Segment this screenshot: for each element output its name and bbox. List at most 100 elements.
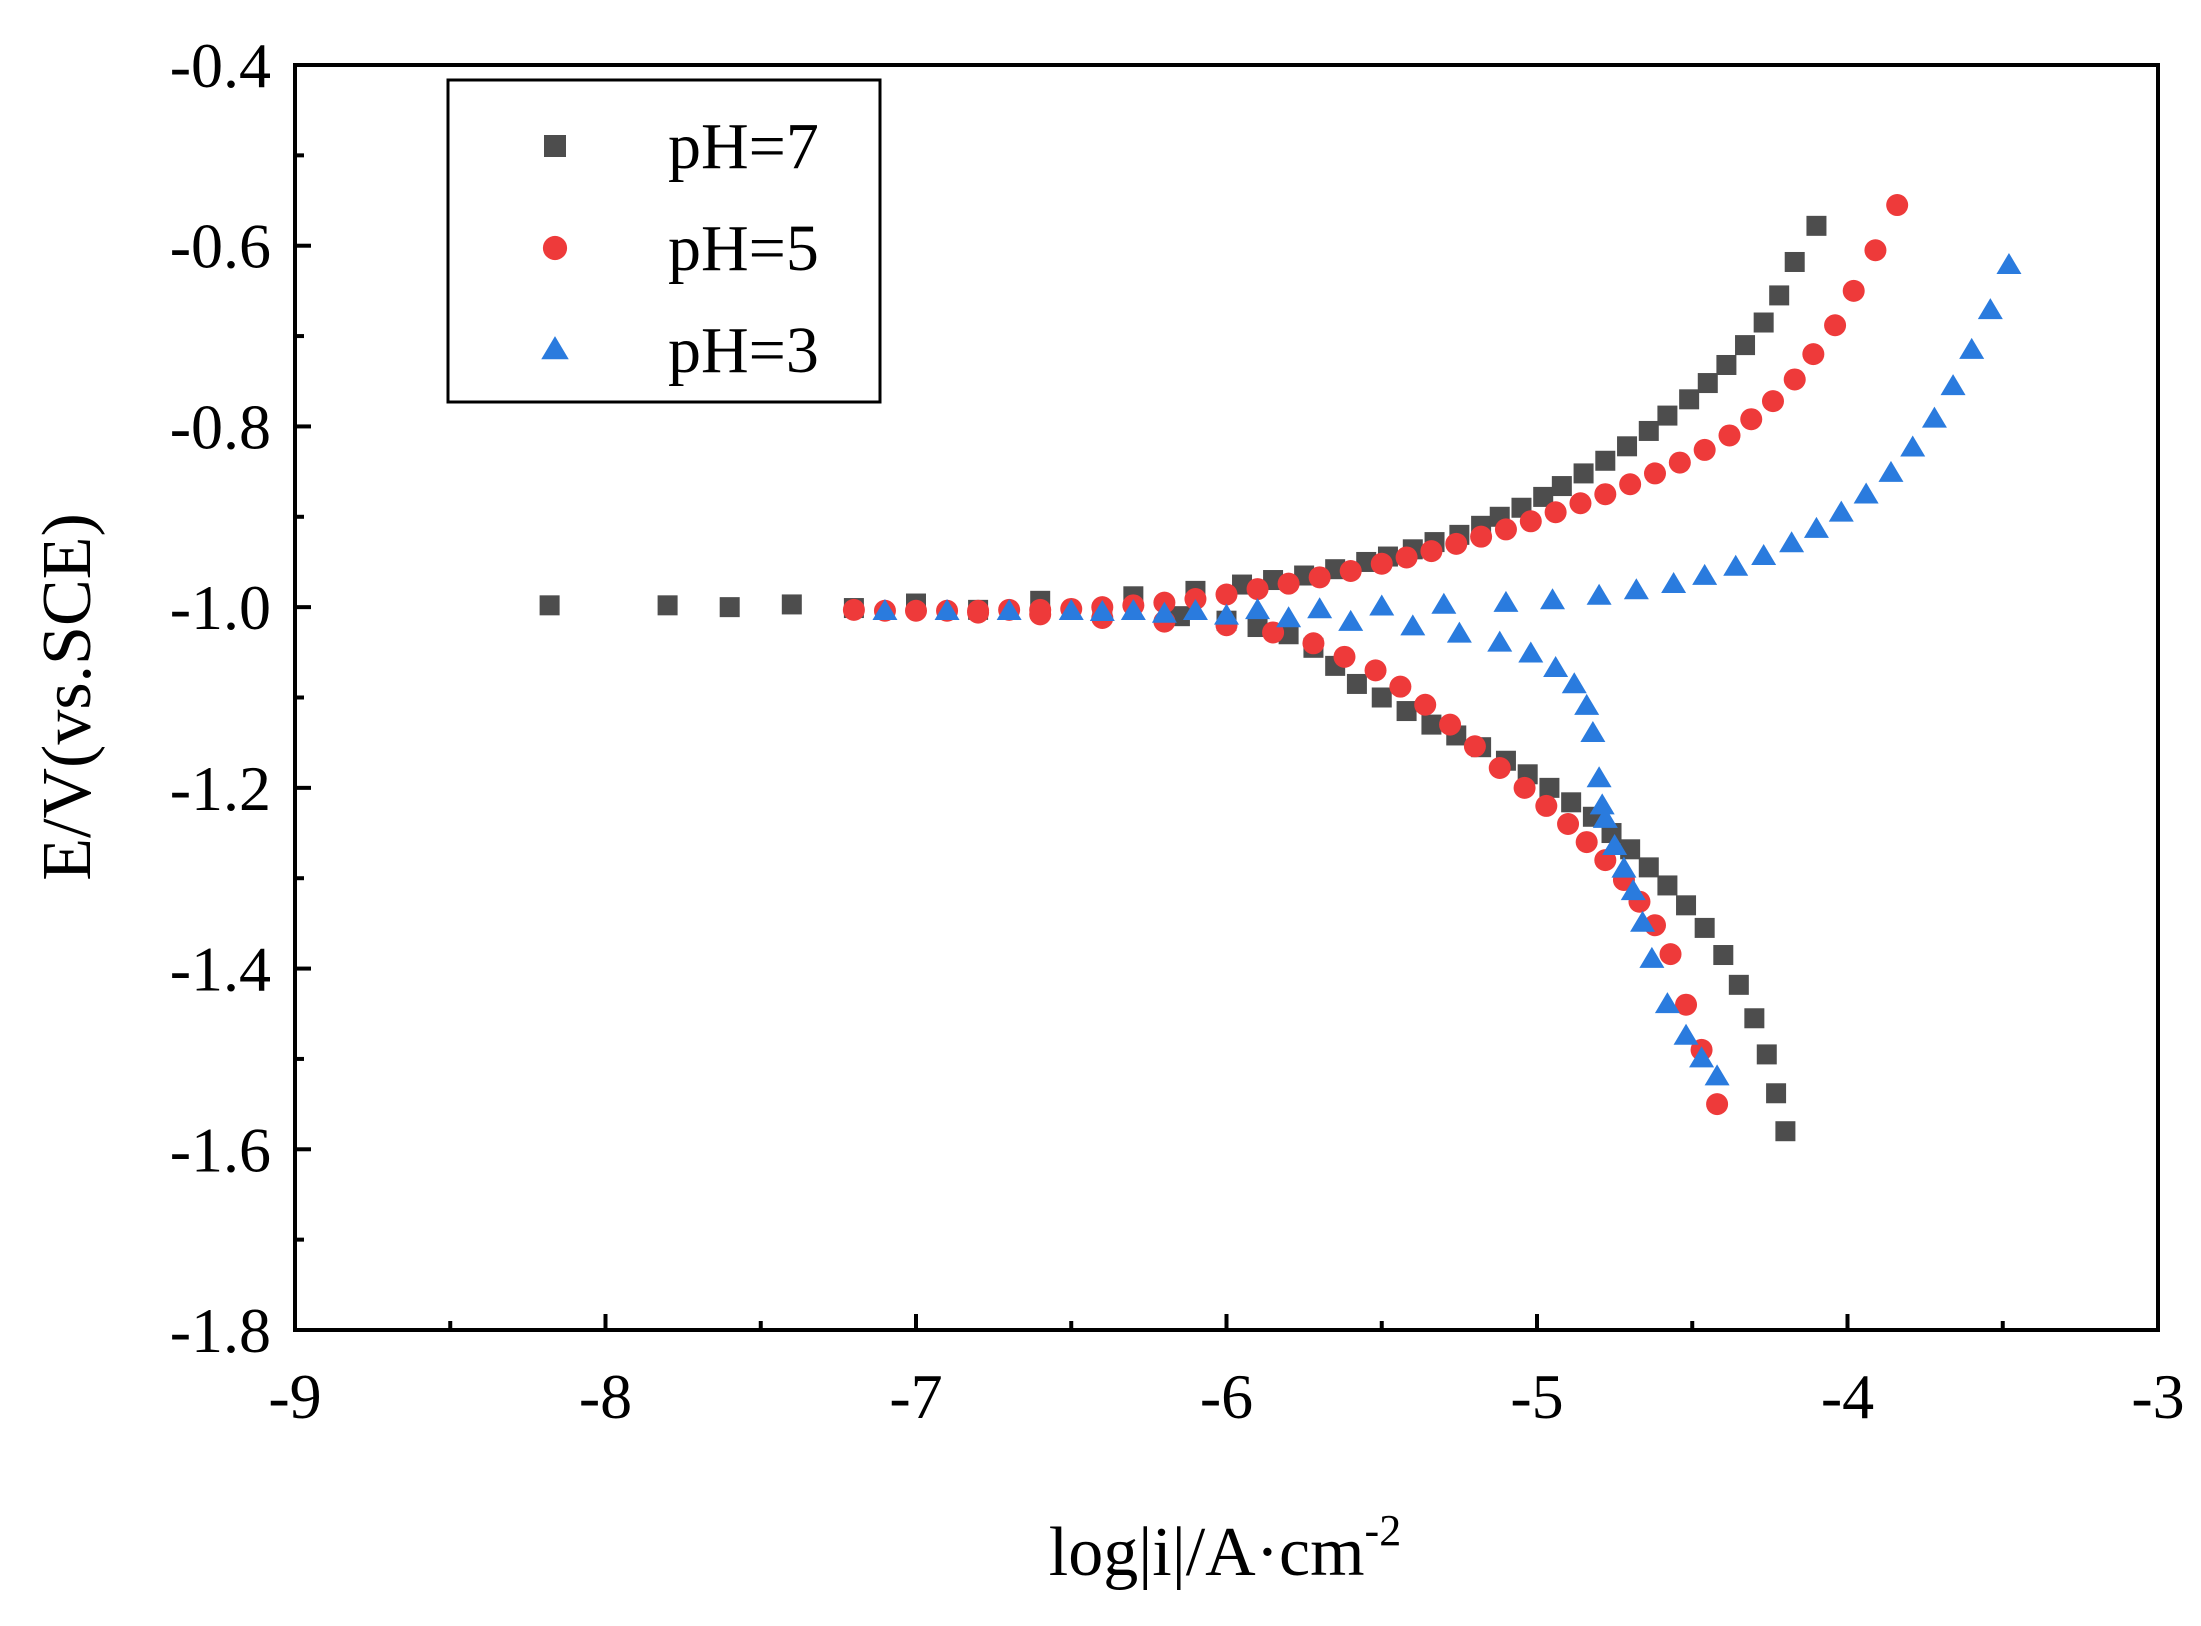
marker-ph3-anodic: [1586, 583, 1612, 605]
legend-box: [446, 78, 882, 404]
marker-ph7-cathodic: [719, 597, 740, 618]
marker-ph5-anodic: [1783, 368, 1806, 391]
marker-ph3-cathodic: [1704, 1064, 1730, 1086]
marker-ph7-cathodic: [1657, 875, 1678, 896]
marker-ph3-cathodic: [1592, 806, 1618, 828]
marker-ph7-cathodic: [1561, 792, 1582, 813]
marker-ph3-anodic: [1751, 543, 1777, 565]
marker-ph3-anodic: [872, 599, 898, 621]
marker-ph3-cathodic: [1639, 946, 1665, 968]
marker-ph5-anodic: [1420, 540, 1443, 563]
data-markers: [539, 194, 2022, 1142]
marker-ph3-anodic: [1058, 599, 1084, 621]
legend-symbol-ph3: [541, 336, 569, 360]
marker-ph3-cathodic: [1574, 693, 1600, 715]
marker-ph5-anodic: [1761, 390, 1784, 413]
marker-ph3-cathodic: [1673, 1023, 1699, 1045]
legend-items: [541, 135, 569, 360]
marker-ph3-anodic: [1803, 516, 1829, 538]
legend-symbol-ph5: [542, 235, 568, 261]
marker-ph3-cathodic: [1151, 601, 1177, 623]
marker-ph5-cathodic: [1675, 993, 1698, 1016]
legend-label-ph3: pH=3: [668, 314, 819, 387]
x-axis-title-superscript: -2: [1365, 1506, 1402, 1555]
marker-ph5-cathodic: [967, 601, 990, 624]
x-tick-label: -3: [2131, 1361, 2184, 1432]
marker-ph3-anodic: [1245, 598, 1271, 620]
marker-ph3-cathodic: [1446, 621, 1472, 643]
marker-ph5-cathodic: [1535, 794, 1558, 817]
marker-ph5-cathodic: [1575, 831, 1598, 854]
marker-ph3-anodic: [1661, 571, 1687, 593]
marker-ph3-cathodic: [1689, 1046, 1715, 1068]
marker-ph5-cathodic: [1389, 675, 1412, 698]
marker-ph3-anodic: [1921, 406, 1947, 428]
x-axis-title: log|i|/A·cm-2: [1049, 1506, 1401, 1591]
x-tick-label: -7: [889, 1361, 942, 1432]
marker-ph7-anodic: [1595, 450, 1616, 471]
marker-ph3-anodic: [1431, 592, 1457, 614]
marker-ph5-anodic: [1308, 566, 1331, 589]
marker-ph3-cathodic: [1580, 721, 1606, 743]
marker-ph7-anodic: [1657, 405, 1678, 426]
marker-ph3-anodic: [1959, 337, 1985, 359]
marker-ph7-anodic: [1735, 335, 1756, 356]
marker-ph7-anodic: [1638, 420, 1659, 441]
legend: pH=7 pH=5 pH=3: [446, 78, 882, 404]
marker-ph5-anodic: [1277, 572, 1300, 595]
y-tick-label: -0.8: [170, 391, 271, 462]
marker-ph5-cathodic: [1414, 693, 1437, 716]
marker-ph7-cathodic: [1396, 701, 1417, 722]
marker-ph7-anodic: [1769, 285, 1790, 306]
marker-ph3-anodic: [1853, 482, 1879, 504]
marker-ph5-anodic: [1824, 314, 1847, 337]
marker-ph3-cathodic: [1630, 910, 1656, 932]
marker-ph3-cathodic: [1602, 833, 1628, 855]
marker-ph5-cathodic: [1659, 943, 1682, 966]
marker-ph7-cathodic: [1744, 1008, 1765, 1029]
marker-ph7-anodic: [1551, 476, 1572, 497]
marker-ph3-anodic: [1369, 594, 1395, 616]
marker-ph7-cathodic: [1638, 857, 1659, 878]
marker-ph5-anodic: [1246, 578, 1269, 601]
marker-ph7-anodic: [1753, 312, 1774, 333]
marker-ph5-anodic: [1215, 583, 1238, 606]
marker-ph5-anodic: [1569, 492, 1592, 515]
marker-ph5-anodic: [1842, 279, 1865, 302]
marker-ph5-anodic: [905, 599, 927, 622]
marker-ph3-anodic: [1977, 298, 2003, 320]
marker-ph5-cathodic: [1557, 813, 1580, 835]
marker-ph3-cathodic: [1276, 606, 1302, 628]
legend-label-ph7: pH=7: [668, 110, 819, 183]
marker-ph7-cathodic: [1539, 777, 1560, 798]
y-axis-title: E/V(vs.SCE): [29, 513, 106, 881]
marker-ph7-anodic: [657, 595, 678, 616]
marker-ph5-anodic: [1619, 473, 1642, 496]
marker-ph3-cathodic: [1089, 599, 1115, 621]
marker-ph3-anodic: [1493, 590, 1519, 612]
marker-ph7-anodic: [1617, 436, 1638, 457]
marker-ph5-cathodic: [1706, 1093, 1729, 1116]
legend-label-ph5: pH=5: [668, 212, 819, 285]
marker-ph3-anodic: [1900, 435, 1926, 457]
marker-ph5-anodic: [1718, 424, 1741, 447]
marker-ph5-anodic: [1740, 408, 1763, 431]
marker-ph7-anodic: [1784, 251, 1805, 272]
marker-ph5-anodic: [1184, 588, 1207, 611]
marker-ph7-cathodic: [1756, 1044, 1777, 1065]
marker-ph3-anodic: [1692, 563, 1718, 585]
marker-ph3-anodic: [996, 599, 1022, 621]
marker-ph3-cathodic: [1487, 630, 1513, 652]
y-tick-label: -0.4: [170, 30, 271, 101]
marker-ph3-anodic: [1120, 599, 1146, 621]
marker-ph7-anodic: [1716, 354, 1737, 375]
legend-symbol-ph7: [544, 135, 566, 157]
marker-ph5-cathodic: [1364, 659, 1387, 682]
marker-ph7-cathodic: [1766, 1083, 1787, 1104]
marker-ph3-cathodic: [1589, 793, 1615, 815]
marker-ph7-cathodic: [1371, 687, 1392, 708]
marker-ph7-anodic: [1533, 486, 1554, 507]
marker-ph5-anodic: [1494, 518, 1517, 541]
